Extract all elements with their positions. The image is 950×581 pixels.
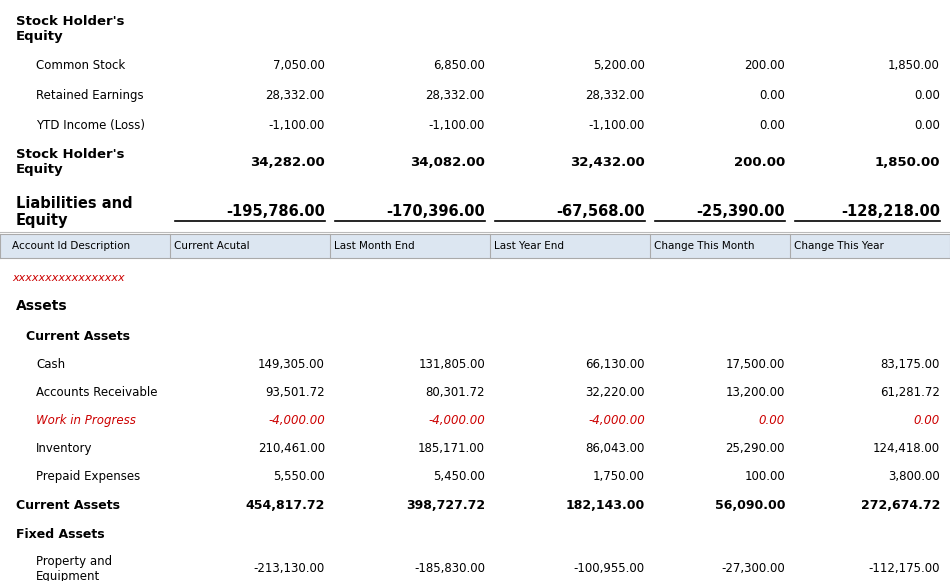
Text: 25,290.00: 25,290.00 bbox=[726, 442, 785, 455]
Text: 200.00: 200.00 bbox=[744, 59, 785, 72]
Text: 66,130.00: 66,130.00 bbox=[585, 358, 645, 371]
Text: 0.00: 0.00 bbox=[759, 414, 785, 427]
Text: 0.00: 0.00 bbox=[759, 119, 785, 132]
Text: -128,218.00: -128,218.00 bbox=[841, 205, 940, 219]
Text: -185,830.00: -185,830.00 bbox=[414, 562, 485, 575]
Text: 5,550.00: 5,550.00 bbox=[274, 470, 325, 483]
Text: 28,332.00: 28,332.00 bbox=[266, 89, 325, 102]
Text: 124,418.00: 124,418.00 bbox=[873, 442, 940, 455]
Text: Last Year End: Last Year End bbox=[494, 241, 564, 251]
Text: 32,220.00: 32,220.00 bbox=[585, 386, 645, 399]
Text: 5,200.00: 5,200.00 bbox=[593, 59, 645, 72]
Text: Fixed Assets: Fixed Assets bbox=[16, 528, 104, 541]
Text: YTD Income (Loss): YTD Income (Loss) bbox=[36, 119, 145, 132]
Text: 398,727.72: 398,727.72 bbox=[406, 499, 485, 512]
Text: Account Id Description: Account Id Description bbox=[12, 241, 130, 251]
Text: 0.00: 0.00 bbox=[914, 119, 940, 132]
Text: -4,000.00: -4,000.00 bbox=[428, 414, 485, 427]
Bar bbox=[0, 234, 950, 258]
Text: 28,332.00: 28,332.00 bbox=[585, 89, 645, 102]
Text: 185,171.00: 185,171.00 bbox=[418, 442, 485, 455]
Text: 83,175.00: 83,175.00 bbox=[881, 358, 940, 371]
Text: Last Month End: Last Month End bbox=[334, 241, 414, 251]
Text: 3,800.00: 3,800.00 bbox=[888, 470, 940, 483]
Text: -25,390.00: -25,390.00 bbox=[696, 205, 785, 219]
Text: -27,300.00: -27,300.00 bbox=[721, 562, 785, 575]
Text: -1,100.00: -1,100.00 bbox=[269, 119, 325, 132]
Text: 7,050.00: 7,050.00 bbox=[274, 59, 325, 72]
Text: 100.00: 100.00 bbox=[744, 470, 785, 483]
Text: Cash: Cash bbox=[36, 358, 66, 371]
Text: 34,282.00: 34,282.00 bbox=[250, 156, 325, 168]
Text: 5,450.00: 5,450.00 bbox=[433, 470, 485, 483]
Text: 56,090.00: 56,090.00 bbox=[714, 499, 785, 512]
Text: Accounts Receivable: Accounts Receivable bbox=[36, 386, 158, 399]
Text: 454,817.72: 454,817.72 bbox=[246, 499, 325, 512]
Text: xxxxxxxxxxxxxxxxx: xxxxxxxxxxxxxxxxx bbox=[12, 273, 124, 283]
Text: 149,305.00: 149,305.00 bbox=[258, 358, 325, 371]
Text: -170,396.00: -170,396.00 bbox=[387, 205, 485, 219]
Text: Work in Progress: Work in Progress bbox=[36, 414, 136, 427]
Text: Property and
Equipment: Property and Equipment bbox=[36, 555, 112, 581]
Text: 200.00: 200.00 bbox=[733, 156, 785, 168]
Text: -213,130.00: -213,130.00 bbox=[254, 562, 325, 575]
Text: Current Assets: Current Assets bbox=[26, 330, 130, 343]
Text: -4,000.00: -4,000.00 bbox=[268, 414, 325, 427]
Text: -1,100.00: -1,100.00 bbox=[428, 119, 485, 132]
Text: 0.00: 0.00 bbox=[914, 89, 940, 102]
Text: 80,301.72: 80,301.72 bbox=[426, 386, 485, 399]
Text: 6,850.00: 6,850.00 bbox=[433, 59, 485, 72]
Text: Liabilities and
Equity: Liabilities and Equity bbox=[16, 196, 133, 228]
Text: 182,143.00: 182,143.00 bbox=[566, 499, 645, 512]
Text: 34,082.00: 34,082.00 bbox=[410, 156, 485, 168]
Text: Assets: Assets bbox=[16, 299, 67, 313]
Text: -100,955.00: -100,955.00 bbox=[574, 562, 645, 575]
Text: 61,281.72: 61,281.72 bbox=[880, 386, 940, 399]
Text: 1,850.00: 1,850.00 bbox=[888, 59, 940, 72]
Text: 131,805.00: 131,805.00 bbox=[418, 358, 485, 371]
Text: Common Stock: Common Stock bbox=[36, 59, 125, 72]
Text: -67,568.00: -67,568.00 bbox=[557, 205, 645, 219]
Text: 272,674.72: 272,674.72 bbox=[861, 499, 940, 512]
Text: 13,200.00: 13,200.00 bbox=[726, 386, 785, 399]
Text: 1,850.00: 1,850.00 bbox=[875, 156, 940, 168]
Text: Change This Year: Change This Year bbox=[794, 241, 884, 251]
Text: Change This Month: Change This Month bbox=[654, 241, 754, 251]
Text: Current Acutal: Current Acutal bbox=[174, 241, 250, 251]
Text: 0.00: 0.00 bbox=[759, 89, 785, 102]
Text: 210,461.00: 210,461.00 bbox=[257, 442, 325, 455]
Text: Retained Earnings: Retained Earnings bbox=[36, 89, 143, 102]
Text: 28,332.00: 28,332.00 bbox=[426, 89, 485, 102]
Text: -195,786.00: -195,786.00 bbox=[226, 205, 325, 219]
Text: Stock Holder's
Equity: Stock Holder's Equity bbox=[16, 148, 124, 176]
Text: Inventory: Inventory bbox=[36, 442, 92, 455]
Text: 0.00: 0.00 bbox=[914, 414, 940, 427]
Text: -4,000.00: -4,000.00 bbox=[588, 414, 645, 427]
Text: -1,100.00: -1,100.00 bbox=[589, 119, 645, 132]
Text: 86,043.00: 86,043.00 bbox=[585, 442, 645, 455]
Text: Current Assets: Current Assets bbox=[16, 499, 120, 512]
Text: 93,501.72: 93,501.72 bbox=[265, 386, 325, 399]
Text: 17,500.00: 17,500.00 bbox=[726, 358, 785, 371]
Text: -112,175.00: -112,175.00 bbox=[868, 562, 940, 575]
Text: 1,750.00: 1,750.00 bbox=[593, 470, 645, 483]
Text: Prepaid Expenses: Prepaid Expenses bbox=[36, 470, 141, 483]
Text: 32,432.00: 32,432.00 bbox=[570, 156, 645, 168]
Text: Stock Holder's
Equity: Stock Holder's Equity bbox=[16, 15, 124, 43]
